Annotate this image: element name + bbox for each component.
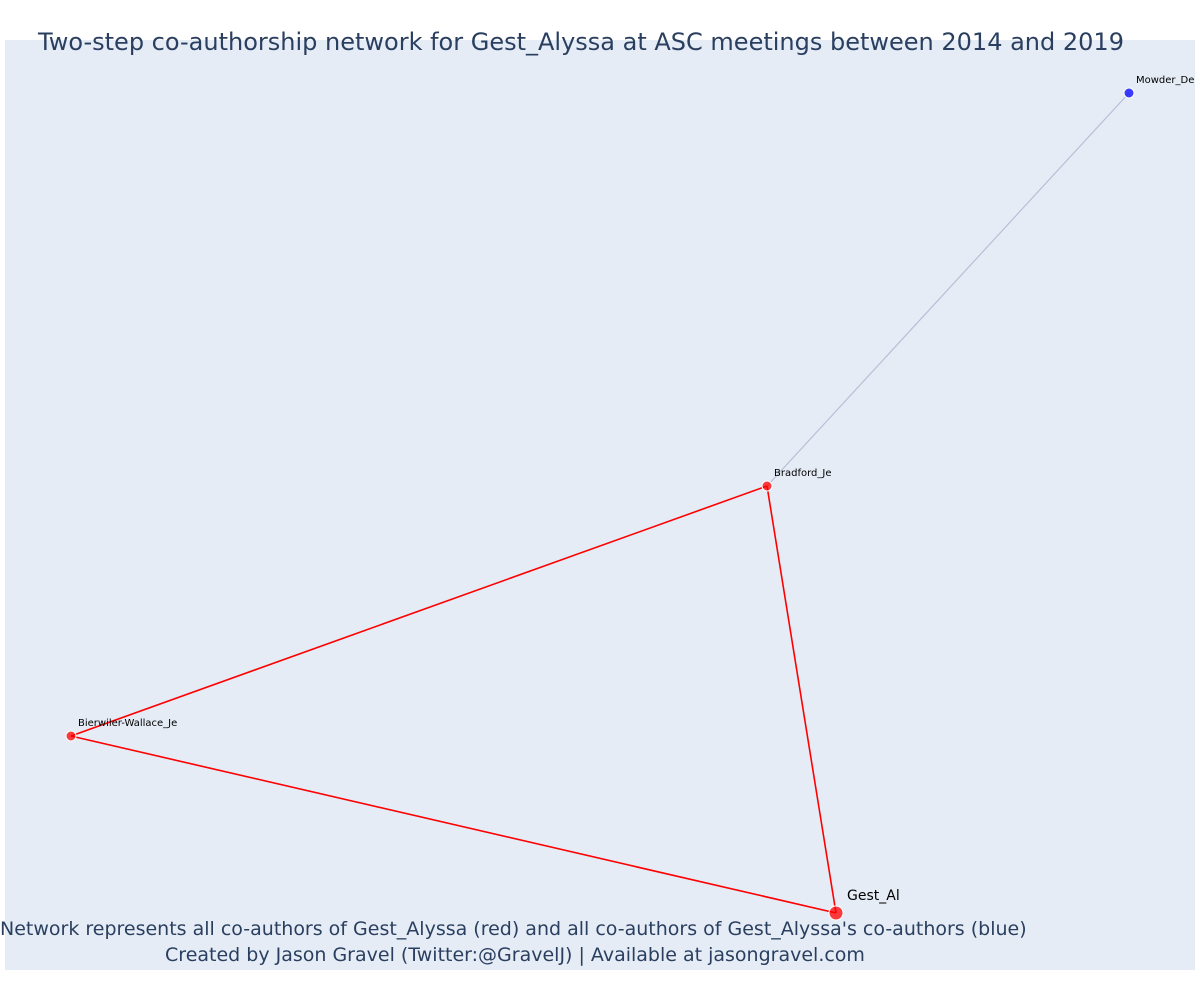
nodes-layer bbox=[65, 87, 1135, 921]
caption-line-2: Created by Jason Gravel (Twitter:@Gravel… bbox=[165, 944, 865, 966]
edge-Bradford_Je-Mowder_De bbox=[766, 92, 1130, 487]
edges-layer bbox=[70, 92, 1130, 914]
edge-Bradford_Je-Bierwiler-Wallace_Je bbox=[70, 485, 768, 737]
chart-title: Two-step co-authorship network for Gest_… bbox=[38, 28, 1124, 56]
node-label-Gest_Al: Gest_Al bbox=[847, 888, 900, 904]
edge-Gest_Al-Bradford_Je bbox=[766, 485, 837, 914]
node-Gest_Al[interactable] bbox=[828, 905, 844, 921]
edge-Gest_Al-Bierwiler-Wallace_Je bbox=[70, 735, 837, 914]
node-label-Bierwiler-Wallace_Je: Bierwiler-Wallace_Je bbox=[78, 718, 177, 729]
node-label-Bradford_Je: Bradford_Je bbox=[774, 468, 831, 479]
node-label-Mowder_De: Mowder_De bbox=[1136, 75, 1194, 86]
caption-line-1: Network represents all co-authors of Ges… bbox=[0, 918, 1027, 940]
node-Mowder_De[interactable] bbox=[1123, 87, 1135, 99]
plot-area bbox=[5, 40, 1195, 970]
node-Bierwiler-Wallace_Je[interactable] bbox=[65, 730, 77, 742]
labels-layer: Gest_Al Bradford_Je Bierwiler-Wallace_Je Mo… bbox=[78, 75, 1194, 904]
node-Bradford_Je[interactable] bbox=[761, 480, 773, 492]
